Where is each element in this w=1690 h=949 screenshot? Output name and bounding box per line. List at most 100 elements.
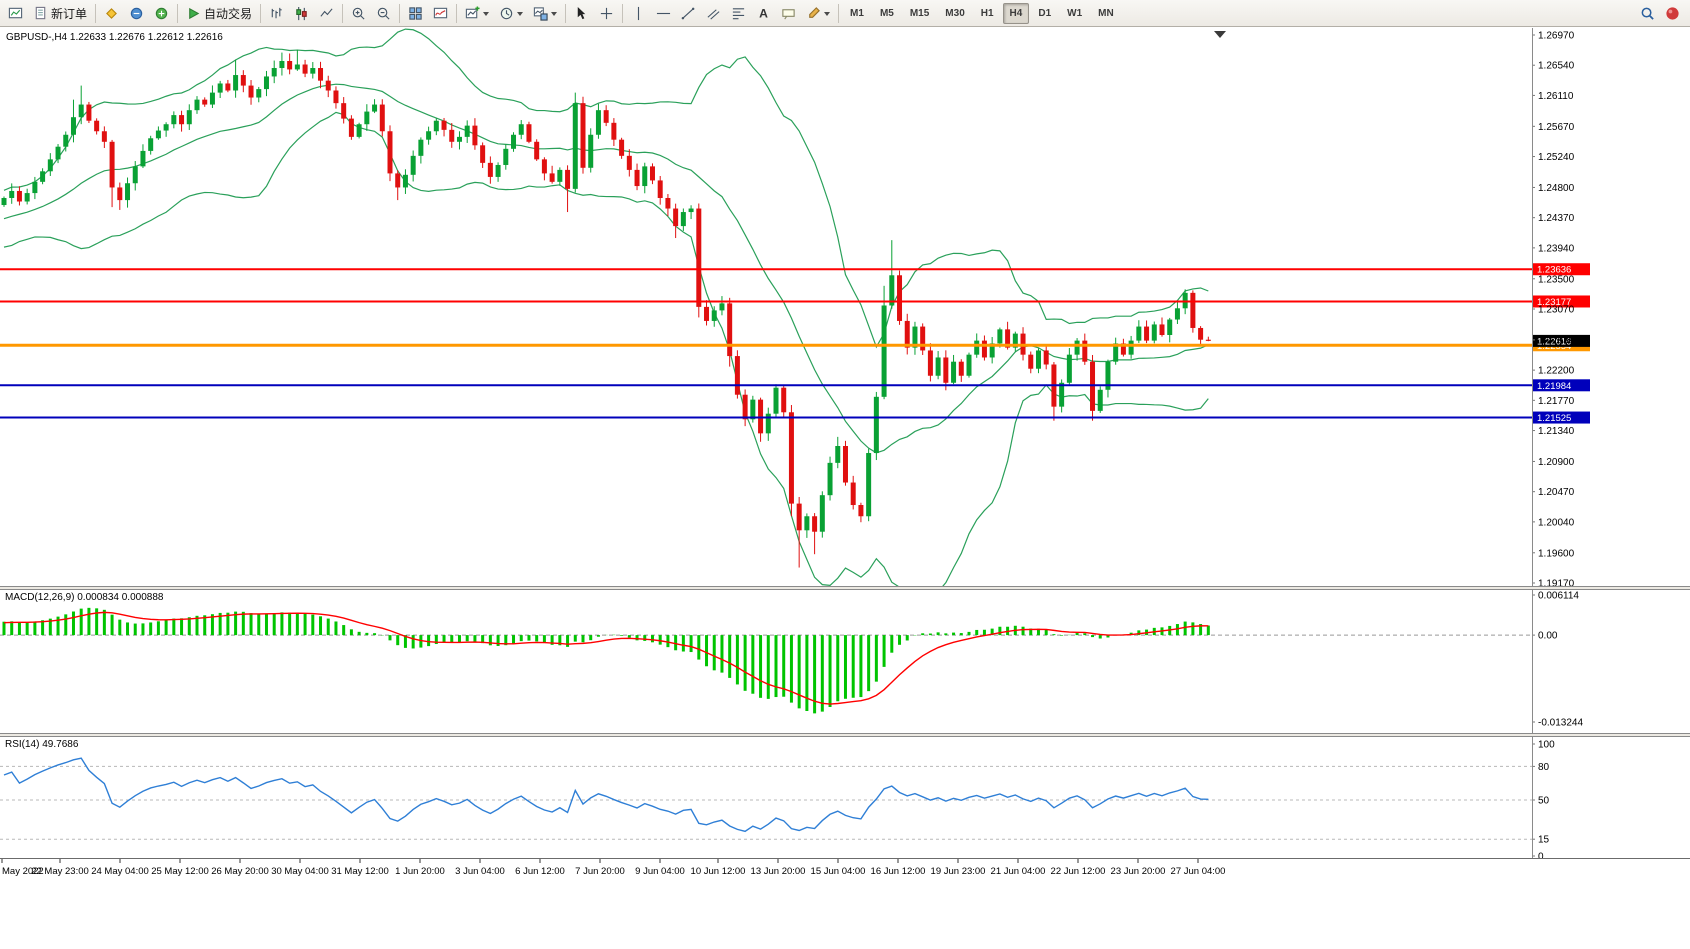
candle-up <box>804 513 810 538</box>
search-button[interactable] <box>1636 3 1659 24</box>
candle-down <box>117 182 123 210</box>
vertical-line-button[interactable] <box>627 3 650 24</box>
time-tick-label: 15 Jun 04:00 <box>811 866 866 877</box>
candle-up <box>132 161 138 191</box>
candle-up <box>503 144 509 170</box>
charts-button[interactable] <box>4 3 27 24</box>
timeframe-m15-button[interactable]: M15 <box>909 7 930 19</box>
rsi-line <box>3 757 1209 833</box>
new-order-button[interactable]: 新订单 <box>29 3 91 24</box>
candle-up <box>835 436 841 469</box>
candle-down <box>179 110 185 132</box>
autotrade-icon <box>189 7 200 19</box>
rsi-scale-label: 15 <box>1538 835 1550 846</box>
time-tick-label: 6 Jun 12:00 <box>515 866 565 877</box>
timeframe-h4-button[interactable]: H4 <box>1002 2 1030 24</box>
community-sphere-button[interactable] <box>1661 3 1684 24</box>
panel-divider[interactable] <box>0 586 1690 590</box>
panel-divider[interactable] <box>0 733 1690 737</box>
zoom-out-button[interactable] <box>372 3 395 24</box>
metaeditor-button[interactable] <box>100 3 123 24</box>
candle-up <box>1151 321 1157 344</box>
candle-chart-button[interactable] <box>290 3 313 24</box>
tile-windows-icon <box>409 6 422 20</box>
channel-button[interactable] <box>702 3 725 24</box>
timeframe-mn-button[interactable]: MN <box>1098 7 1114 19</box>
price-tick-label: 1.21770 <box>1538 396 1575 407</box>
price-tick-label: 1.20900 <box>1538 457 1575 468</box>
templates-button[interactable] <box>529 3 561 24</box>
candle-up <box>1136 320 1142 344</box>
candle-up <box>866 448 872 522</box>
label-button[interactable] <box>777 3 800 24</box>
toolbar-separator <box>622 3 624 23</box>
zoom-in-button[interactable] <box>347 3 370 24</box>
candle-up <box>426 126 432 145</box>
horizontal-line-button[interactable] <box>652 3 675 24</box>
trendline-icon <box>681 7 695 19</box>
timeframe-m1-button[interactable]: M1 <box>850 7 864 19</box>
candle-down <box>202 97 208 107</box>
macd-signal-value: 0.000888 <box>121 592 164 603</box>
time-tick-label: May 2022 <box>2 866 44 877</box>
candle-down <box>943 350 949 391</box>
rsi-panel[interactable]: 100 80 50 15 0 <box>0 737 1690 858</box>
price-tick-label: 1.24800 <box>1538 183 1575 194</box>
candle-up <box>889 240 895 309</box>
tile-windows-button[interactable] <box>404 3 427 24</box>
time-tick-label: 13 Jun 20:00 <box>751 866 806 877</box>
timeframe-h1-button[interactable]: H1 <box>980 7 994 19</box>
candle-down <box>580 96 586 174</box>
mql-icon <box>155 7 168 19</box>
time-tick-label: 27 Jun 04:00 <box>1171 866 1226 877</box>
timeframe-w1-button[interactable]: W1 <box>1067 7 1083 19</box>
candle-up <box>294 49 300 71</box>
autotrading-button[interactable]: 自动交易 <box>182 3 256 24</box>
timeframe-d1-button[interactable]: D1 <box>1038 7 1052 19</box>
terminal-icon <box>130 7 143 19</box>
candle-up <box>595 103 601 139</box>
price-scale-divider[interactable] <box>1532 28 1533 858</box>
low-value: 1.22612 <box>147 32 184 43</box>
bollinger-band-line <box>3 83 1209 454</box>
chart-bars-icon <box>271 7 282 18</box>
price-tick-label: 1.22200 <box>1538 366 1575 377</box>
cursor-button[interactable] <box>570 3 593 24</box>
timeframe-m5-button[interactable]: M5 <box>879 7 894 19</box>
candle-down <box>850 475 856 510</box>
candle-up <box>433 118 439 136</box>
candle-down <box>395 170 401 201</box>
timeframe-m30-button[interactable]: M30 <box>945 7 965 19</box>
candle-down <box>1090 354 1096 421</box>
text-button[interactable]: A <box>752 3 775 24</box>
close-value: 1.22616 <box>186 32 223 43</box>
candle-up <box>140 144 146 169</box>
terminal-button[interactable] <box>125 3 148 24</box>
bar-chart-button[interactable] <box>265 3 288 24</box>
symbol-period-label: GBPUSD-,H4 <box>6 32 68 43</box>
shift-marker-icon[interactable] <box>1214 31 1226 38</box>
community-button[interactable] <box>150 3 173 24</box>
toolbar-separator <box>565 3 567 23</box>
candle-down <box>619 137 625 159</box>
candle-up <box>263 70 269 97</box>
line-chart-button[interactable] <box>315 3 338 24</box>
time-tick-label: 31 May 12:00 <box>331 866 389 877</box>
shapes-button[interactable] <box>802 3 834 24</box>
candle-down <box>1205 336 1211 342</box>
crosshair-button[interactable] <box>595 3 618 24</box>
price-chart-panel[interactable]: 1.236361.231771.225541.219841.215251.226… <box>0 28 1690 586</box>
candle-up <box>70 99 76 143</box>
trendline-button[interactable] <box>677 3 700 24</box>
price-tick-label: 1.19170 <box>1538 578 1575 586</box>
candle-up <box>873 391 879 461</box>
fibonacci-button[interactable] <box>727 3 750 24</box>
candle-up <box>40 168 46 185</box>
periods-button[interactable] <box>495 3 527 24</box>
macd-panel[interactable]: 0.006114 0.00 -0.013244 <box>0 590 1690 733</box>
candle-up <box>750 395 756 423</box>
indicators-button[interactable] <box>429 3 452 24</box>
new-chart-button[interactable] <box>461 3 493 24</box>
